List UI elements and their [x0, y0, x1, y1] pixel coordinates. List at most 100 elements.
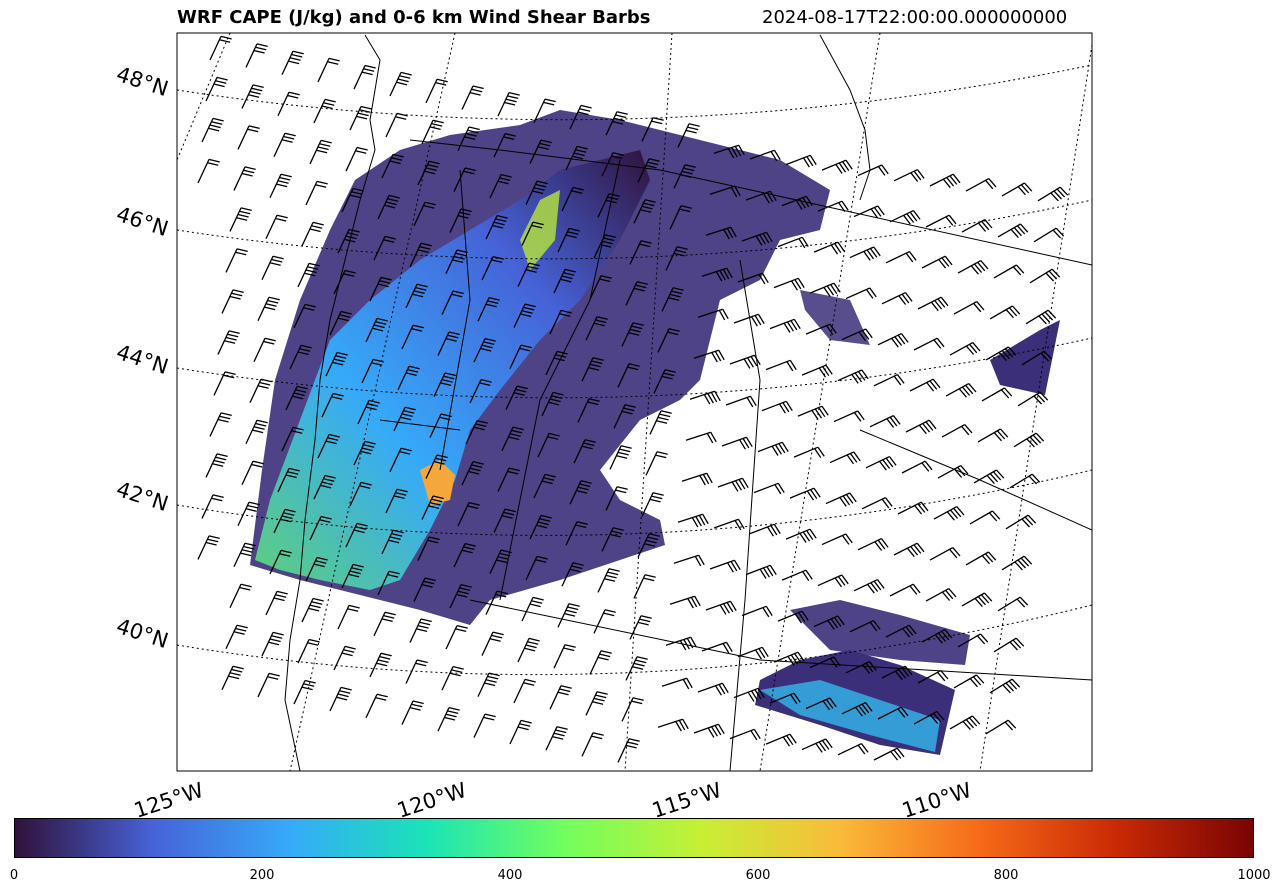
wind-barb: [725, 395, 757, 408]
wind-barb: [581, 357, 604, 382]
colorbar-tick-400: 400: [497, 868, 523, 883]
wind-barb: [541, 391, 564, 417]
wind-barb: [309, 139, 332, 165]
wind-barb: [953, 674, 985, 689]
wind-barb: [869, 415, 901, 428]
wind-barb: [673, 164, 696, 189]
wind-barb: [573, 439, 596, 464]
wind-barb: [801, 364, 833, 378]
wind-barb: [277, 91, 300, 117]
wind-barb: [433, 372, 456, 397]
wind-barb: [845, 661, 877, 674]
wind-barb: [657, 328, 680, 353]
wind-barb: [425, 454, 448, 479]
lon-label-125: 125°W: [131, 778, 206, 823]
wind-barb: [885, 624, 917, 638]
wind-barb: [905, 419, 937, 435]
wind-barb: [469, 378, 492, 404]
wind-barb: [665, 636, 697, 651]
wind-barb: [225, 624, 248, 650]
wind-barb: [669, 205, 692, 230]
wind-barb: [409, 618, 432, 643]
wind-barb: [325, 351, 348, 377]
wind-barb: [685, 431, 717, 444]
wind-barb: [789, 487, 821, 501]
wind-barb: [729, 354, 761, 369]
wind-barb: [997, 596, 1029, 612]
wind-barb: [637, 533, 660, 558]
wind-barb: [289, 344, 312, 370]
wind-barb: [625, 281, 648, 306]
wind-barb: [413, 577, 436, 602]
wind-barb: [349, 105, 372, 131]
wind-barb: [213, 371, 236, 396]
wind-barb: [985, 719, 1017, 735]
wind-barb: [585, 691, 608, 716]
wind-barb: [561, 562, 584, 587]
lon-label-110: 110°W: [899, 778, 974, 823]
wind-barb: [613, 404, 636, 429]
wind-barb: [629, 240, 652, 265]
wind-barb: [637, 158, 660, 183]
wind-barb: [969, 510, 1001, 525]
wind-barb: [293, 679, 316, 705]
wind-barb: [201, 494, 224, 519]
wind-barb: [705, 226, 737, 240]
wind-barb: [281, 426, 304, 452]
wind-barb: [737, 272, 769, 285]
wind-barb: [237, 125, 260, 150]
wind-barb: [329, 686, 352, 712]
wind-barb: [1001, 182, 1033, 197]
wind-barb: [745, 190, 777, 204]
wind-barbs: [197, 35, 1069, 763]
wind-barb: [621, 322, 644, 347]
wind-barb: [733, 687, 765, 702]
wind-barb: [745, 564, 777, 579]
wind-barb: [209, 35, 232, 61]
wind-barb: [841, 328, 873, 342]
wind-barb: [965, 551, 997, 566]
wind-barb: [409, 242, 432, 268]
wind-barb: [457, 126, 480, 151]
wind-barb: [537, 432, 560, 458]
wind-barb: [817, 200, 849, 213]
wind-barb: [813, 615, 845, 630]
map-title: WRF CAPE (J/kg) and 0-6 km Wind Shear Ba…: [177, 7, 651, 28]
wind-barb: [377, 570, 400, 596]
wind-barb: [225, 248, 248, 273]
wind-barb: [873, 747, 905, 761]
wind-barb: [405, 659, 428, 684]
wind-barb: [933, 506, 965, 521]
wind-barb: [525, 180, 548, 205]
lat-label-44: 44°N: [113, 340, 171, 379]
wind-barb: [997, 223, 1029, 239]
wind-barb: [681, 472, 713, 486]
wind-barb: [953, 301, 985, 315]
wind-barb: [305, 556, 328, 582]
wind-barb: [849, 620, 881, 633]
wind-barb: [917, 670, 949, 684]
wind-barb: [589, 275, 612, 300]
wind-barb: [345, 522, 368, 548]
wind-barb: [821, 533, 853, 546]
wind-barb: [485, 590, 508, 615]
wind-barb: [593, 234, 616, 259]
lat-label-48: 48°N: [113, 62, 171, 101]
wind-barb: [405, 283, 428, 309]
wind-barb: [365, 693, 388, 719]
wind-barb: [797, 405, 829, 420]
wind-barb: [973, 469, 1005, 485]
wind-barb: [233, 542, 256, 568]
wind-barb: [581, 732, 604, 757]
wind-barb: [533, 473, 556, 499]
wind-barb: [693, 349, 725, 363]
wind-barb: [233, 166, 256, 191]
wind-barb: [913, 337, 945, 351]
lat-label-46: 46°N: [113, 202, 171, 241]
wind-barb: [337, 228, 360, 254]
wind-barb: [273, 508, 296, 534]
wind-barb: [641, 117, 664, 142]
wind-barb: [853, 205, 885, 219]
wind-barb: [961, 592, 993, 608]
wind-barb: [505, 385, 528, 410]
